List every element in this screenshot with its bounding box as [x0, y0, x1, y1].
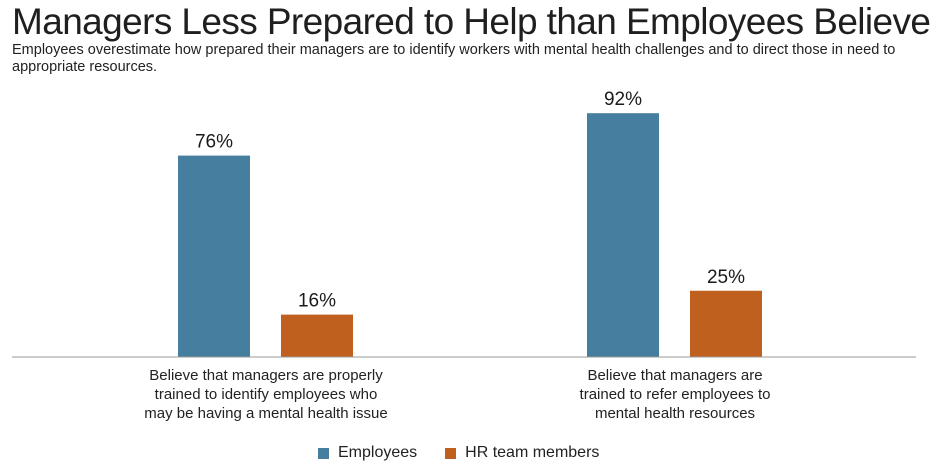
bar-hr-1: [281, 314, 353, 357]
data-label-employees-1: 76%: [195, 132, 233, 153]
bar-employees-2: [587, 113, 659, 357]
legend-item-hr: HR team members: [445, 444, 599, 462]
bar-employees-1: [178, 155, 250, 357]
legend-swatch-hr: [445, 447, 457, 459]
legend-swatch-employees: [318, 447, 329, 459]
data-label-hr-2: 25%: [707, 267, 745, 288]
chart-subtitle: Employees overestimate how prepared thei…: [12, 42, 896, 75]
legend-label-employees: Employees: [338, 444, 418, 461]
legend-label-hr: HR team members: [465, 444, 600, 461]
data-label-hr-1: 16%: [298, 291, 336, 312]
chart-title: Managers Less Prepared to Help than Empl…: [12, 1, 931, 42]
category-label-1: Believe that managers are properly traine…: [144, 367, 387, 422]
bar-hr-2: [690, 290, 762, 357]
category-label-2: Believe that managers are trained to refe…: [580, 367, 771, 422]
legend: Employees HR team members: [318, 444, 627, 462]
legend-item-employees: Employees: [318, 444, 417, 462]
data-label-employees-2: 92%: [604, 89, 642, 110]
bar-chart: 76% 92% 16% 25% Believe that managers are pr…: [12, 89, 916, 422]
